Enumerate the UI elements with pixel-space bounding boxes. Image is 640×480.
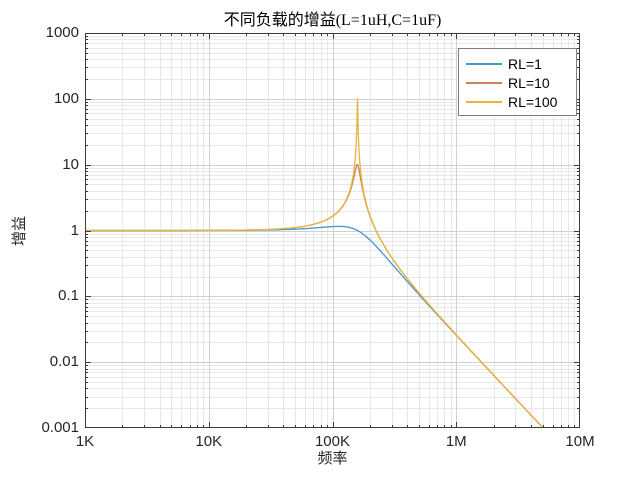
x-tick-label: 100K [314,433,351,450]
y-tick-label: 100 [53,89,79,107]
legend-item: RL=100 [459,92,576,111]
x-tick-label: 1K [75,433,95,450]
y-tick-label: 0.001 [41,419,79,436]
y-tick-label: 10 [62,155,79,173]
series-RL=100 [85,98,544,428]
legend-item-label: RL=1 [508,55,542,72]
legend-item-label: RL=10 [508,74,550,91]
x-axis-label: 频率 [317,451,348,467]
legend: RL=1 RL=10 RL=100 [458,48,577,116]
plot-area: RL=1 RL=10 RL=100 [85,33,580,428]
legend-line-sample-rl100 [466,100,502,103]
legend-item-label: RL=100 [508,93,558,110]
legend-line-sample-rl10 [466,81,502,84]
y-tick-label: 1000 [45,24,79,41]
legend-item: RL=10 [459,73,576,92]
y-tick-label: 1 [70,221,79,239]
plot-canvas [85,33,580,428]
x-tick-label: 10K [195,433,223,450]
x-tick-label: 1M [445,433,467,450]
x-tick-label: 10M [565,433,595,450]
y-tick-label: 0.1 [58,287,79,305]
legend-line-sample-rl1 [466,62,502,65]
series-curves [85,98,544,428]
y-tick-label: 0.01 [49,353,79,371]
plot-box [85,33,580,428]
legend-item: RL=1 [459,54,576,73]
chart-title: 不同负载的增益(L=1uH,C=1uF) [223,12,442,29]
